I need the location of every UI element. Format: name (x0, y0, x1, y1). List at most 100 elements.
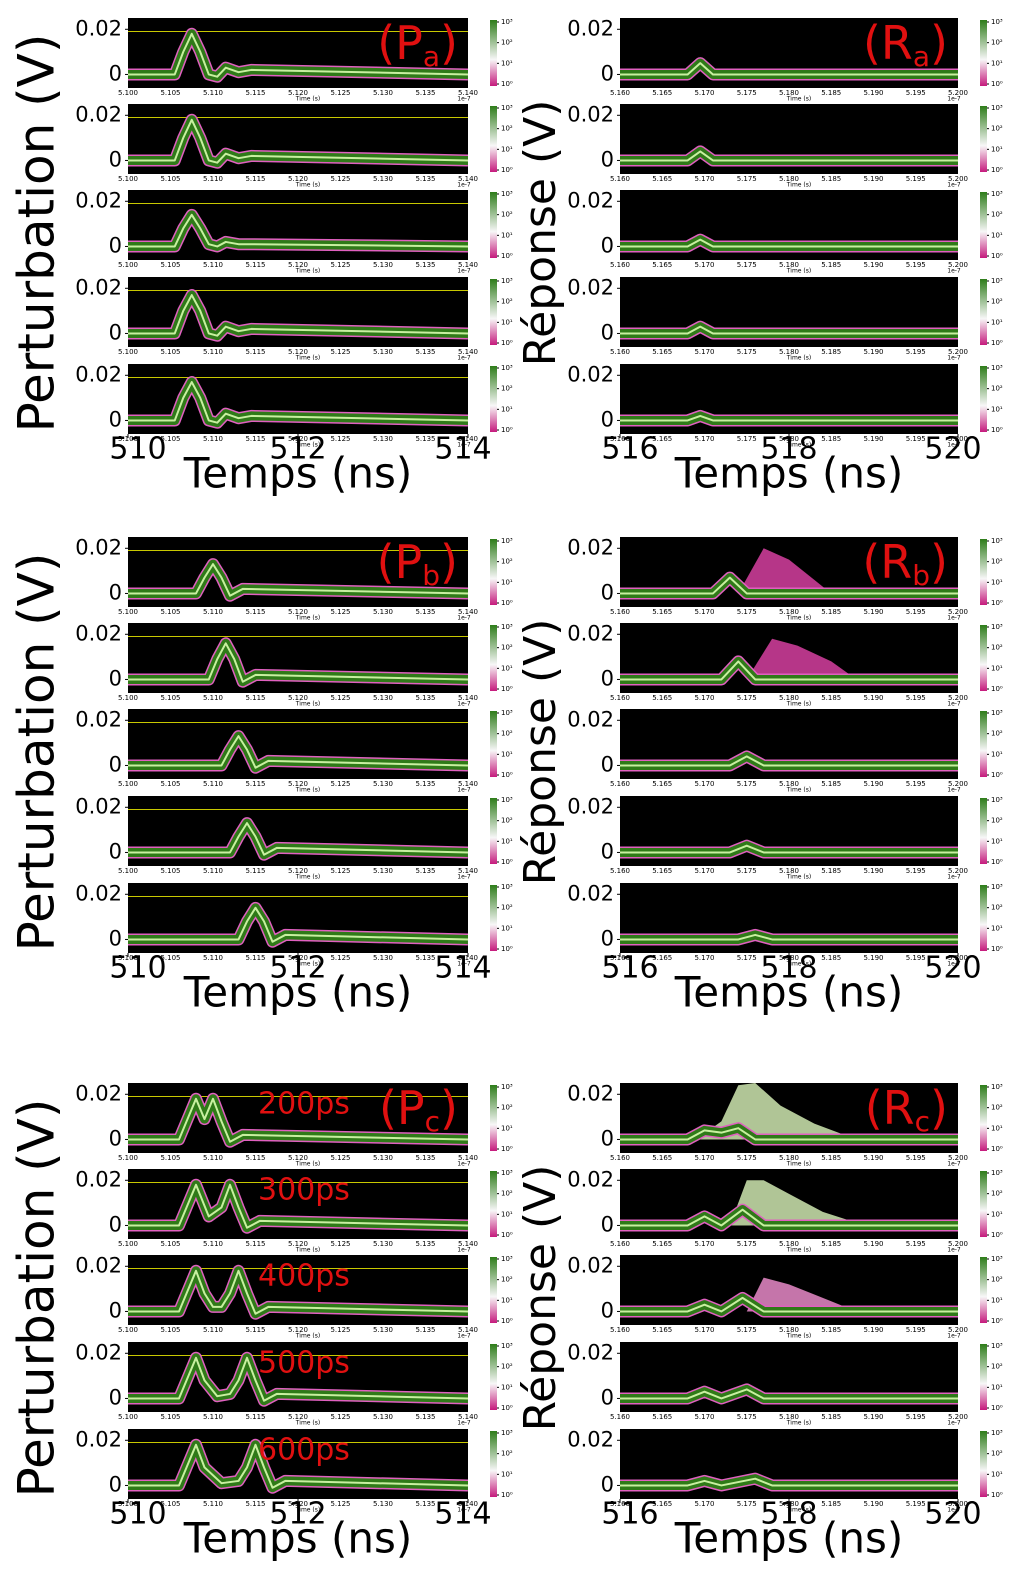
colorbar (490, 20, 497, 86)
trace (620, 576, 958, 595)
colorbar-tick-label: 10³ (501, 883, 513, 891)
y-axis-label: Perturbation (V) (8, 34, 66, 433)
y-tick-label: 0 (109, 147, 122, 171)
inner-tick-label: 5.190 (863, 694, 883, 702)
inner-tick-label: 5.105 (160, 1500, 180, 1508)
y-tick-label: 0 (109, 320, 122, 344)
colorbar-tick-label: 10³ (501, 623, 513, 631)
inner-tick-label: 5.140 (458, 1500, 478, 1508)
inner-tick-label: 5.160 (610, 1326, 630, 1334)
colorbar-tick-label: 10¹ (501, 145, 513, 153)
inner-tick-label: 5.165 (652, 954, 672, 962)
inner-tick-label: 5.125 (330, 1154, 350, 1162)
inner-axis-unit: 1e-7 (947, 268, 961, 275)
inner-tick-label: 5.180 (779, 694, 799, 702)
colorbar-tick-label: 10³ (991, 190, 1003, 198)
inner-tick-label: 5.100 (118, 89, 138, 97)
inner-tick-label: 5.195 (906, 1500, 926, 1508)
colorbar (490, 1344, 497, 1410)
inner-axis-label: Time (s) (786, 874, 811, 881)
y-tick-label: 0 (109, 752, 122, 776)
panel-tag: (Pc) (379, 1081, 458, 1139)
inner-tick-label: 5.130 (373, 348, 393, 356)
inner-axis-label: Time (s) (786, 355, 811, 362)
inner-tick-label: 5.160 (610, 608, 630, 616)
pulse-spacing-label: 200ps (258, 1087, 350, 1122)
colorbar-tick-label: 10² (501, 298, 513, 306)
inner-tick-label: 5.130 (373, 1500, 393, 1508)
inner-tick-label: 5.160 (610, 867, 630, 875)
inner-axis-unit: 1e-7 (947, 874, 961, 881)
inner-axis-unit: 1e-7 (457, 1333, 471, 1340)
panel-tag: (Ra) (863, 16, 948, 74)
colorbar-tick-label: 10⁰ (991, 80, 1003, 88)
x-axis-label: Temps (ns) (183, 1514, 412, 1563)
trace (620, 1127, 958, 1141)
x-tick-label: 512 (269, 432, 326, 467)
inner-tick-label: 5.130 (373, 1413, 393, 1421)
colorbar (490, 366, 497, 432)
inner-tick-label: 5.110 (203, 1326, 223, 1334)
colorbar-tick-label: 10¹ (501, 924, 513, 932)
colorbar-tick-label: 10¹ (501, 578, 513, 586)
inner-tick-label: 5.200 (948, 694, 968, 702)
inner-tick-label: 5.160 (610, 954, 630, 962)
inner-tick-label: 5.165 (652, 435, 672, 443)
inner-tick-label: 5.140 (458, 780, 478, 788)
inner-tick-label: 5.180 (779, 1154, 799, 1162)
inner-tick-label: 5.120 (288, 1413, 308, 1421)
colorbar (980, 885, 987, 951)
trace (128, 563, 468, 597)
inner-axis-unit: 1e-7 (457, 268, 471, 275)
inner-axis-label: Time (s) (786, 1161, 811, 1168)
inner-tick-label: 5.140 (458, 1326, 478, 1334)
colorbar-tick-label: 10² (501, 1450, 513, 1458)
y-tick-label: 0.02 (75, 535, 122, 559)
colorbar-tick-label: 10² (501, 817, 513, 825)
inner-tick-label: 5.115 (245, 348, 265, 356)
colorbar-tick-label: 10² (501, 644, 513, 652)
inner-tick-label: 5.125 (330, 694, 350, 702)
inner-tick-label: 5.175 (737, 348, 757, 356)
colorbar-tick-label: 10³ (991, 1255, 1003, 1263)
inner-tick-label: 5.115 (245, 1326, 265, 1334)
inner-tick-label: 5.100 (118, 954, 138, 962)
colorbar-tick-label: 10³ (991, 364, 1003, 372)
inner-tick-label: 5.110 (203, 435, 223, 443)
inner-axis-label: Time (s) (786, 1420, 811, 1427)
colorbar (980, 1344, 987, 1410)
inner-tick-label: 5.175 (737, 1326, 757, 1334)
inner-tick-label: 5.160 (610, 435, 630, 443)
colorbar-tick-label: 10¹ (501, 1210, 513, 1218)
inner-tick-label: 5.140 (458, 1240, 478, 1248)
inner-tick-label: 5.110 (203, 89, 223, 97)
colorbar-tick-label: 10⁰ (991, 252, 1003, 260)
colorbar-tick-label: 10² (991, 1450, 1003, 1458)
inner-tick-label: 5.170 (694, 1500, 714, 1508)
inner-tick-label: 5.190 (863, 1413, 883, 1421)
colorbar-tick-label: 10⁰ (991, 1231, 1003, 1239)
inner-axis-unit: 1e-7 (457, 1507, 471, 1514)
y-tick-label: 0 (109, 666, 122, 690)
inner-tick-label: 5.175 (737, 694, 757, 702)
inner-tick-label: 5.105 (160, 261, 180, 269)
colorbar-tick-label: 10² (501, 1190, 513, 1198)
inner-axis-unit: 1e-7 (457, 96, 471, 103)
inner-tick-label: 5.115 (245, 1500, 265, 1508)
inner-tick-label: 5.140 (458, 867, 478, 875)
inner-tick-label: 5.190 (863, 608, 883, 616)
inner-tick-label: 5.135 (415, 867, 435, 875)
inner-tick-label: 5.105 (160, 780, 180, 788)
inner-tick-label: 5.165 (652, 1240, 672, 1248)
trace (620, 1208, 958, 1227)
inner-tick-label: 5.110 (203, 1154, 223, 1162)
colorbar-tick-label: 10² (501, 39, 513, 47)
inner-axis-label: Time (s) (295, 182, 320, 189)
trace (620, 1296, 958, 1313)
inner-tick-label: 5.110 (203, 1413, 223, 1421)
inner-axis-label: Time (s) (295, 961, 320, 968)
y-tick-label: 0.02 (567, 102, 614, 126)
pulse-spacing-label: 500ps (258, 1346, 350, 1381)
inner-tick-label: 5.135 (415, 89, 435, 97)
colorbar-tick-label: 10¹ (991, 1470, 1003, 1478)
